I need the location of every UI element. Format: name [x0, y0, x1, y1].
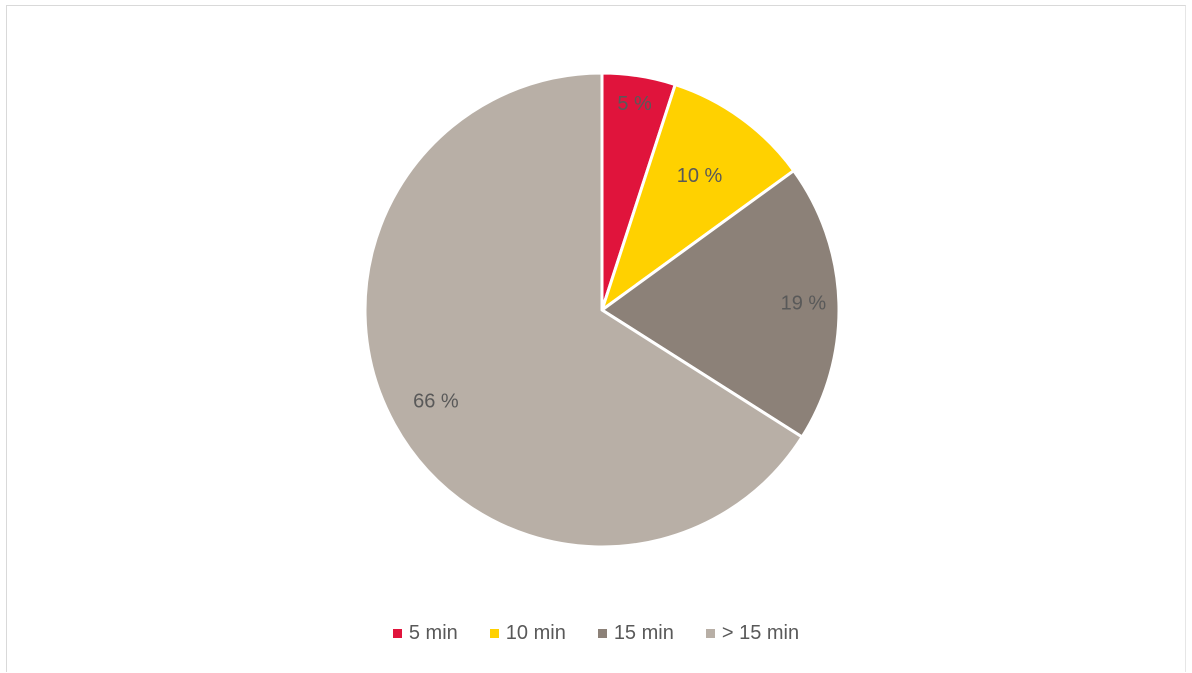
legend-entry: 15 min	[597, 622, 674, 645]
pie-slice	[363, 71, 804, 549]
legend-label: 5 min	[408, 622, 458, 644]
legend-entry: 5 min	[392, 622, 458, 645]
legend-swatch-icon	[597, 629, 607, 638]
pie-slice	[600, 83, 796, 312]
legend-entry: > 15 min	[705, 622, 800, 645]
legend-label: > 15 min	[721, 622, 800, 644]
legend-entry: 10 min	[489, 622, 566, 645]
slice-data-label: 66 %	[413, 390, 459, 412]
legend-swatch-icon	[705, 629, 715, 638]
legend-swatch-icon	[392, 629, 402, 638]
legend-label: 15 min	[613, 622, 674, 644]
slice-data-label: 5 %	[617, 93, 652, 115]
slice-data-label: 19 %	[781, 293, 827, 315]
pie-slice	[600, 169, 841, 439]
legend-swatch-icon	[489, 629, 499, 638]
legend-label: 10 min	[505, 622, 566, 644]
chart-legend: 5 min 10 min 15 min > 15 min	[0, 622, 1192, 645]
slice-data-label: 10 %	[677, 165, 723, 187]
